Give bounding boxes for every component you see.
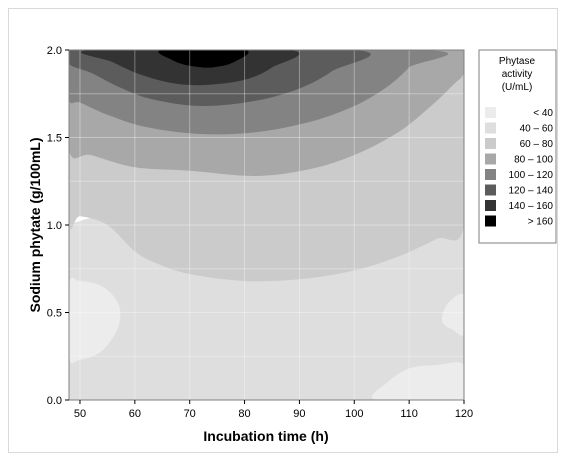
x-tick-label-3: 70 (184, 408, 196, 420)
legend-swatch-8 (485, 215, 496, 227)
legend-swatch-5 (485, 169, 496, 180)
contour-region-9 (81, 50, 300, 86)
contour-region-10 (158, 50, 249, 68)
legend-swatch-7 (485, 200, 496, 211)
y-tick-label-4: 1.5 (47, 133, 62, 145)
legend-label-3: 60 – 80 (520, 139, 554, 150)
legend-title-line-2: activity (502, 69, 533, 80)
y-tick-label-3: 1.0 (47, 220, 62, 232)
legend-label-8: > 160 (528, 217, 554, 228)
x-axis-title: Incubation time (h) (203, 428, 328, 444)
y-tick-label-1: 0.0 (47, 395, 62, 407)
legend-label-1: < 40 (533, 108, 553, 119)
x-tick-label-5: 90 (293, 408, 305, 420)
y-axis: 0.0 0.5 1.0 1.5 2.0 (47, 45, 69, 407)
contour-region-2 (69, 277, 121, 364)
legend-swatch-6 (485, 184, 496, 196)
legend-label-7: 140 – 160 (509, 201, 554, 212)
x-tick-label-1: 50 (74, 408, 86, 420)
legend: Phytase activity (U/mL) < 40 40 – 60 60 – 80 8… (478, 49, 557, 244)
legend-swatch-3 (485, 138, 496, 149)
x-tick-label-4: 80 (238, 408, 250, 420)
x-tick-label-8: 120 (455, 408, 473, 420)
legend-swatch-1 (485, 107, 496, 118)
legend-label-2: 40 – 60 (520, 124, 554, 135)
legend-title-line-1: Phytase (499, 56, 536, 67)
y-tick-label-5: 2.0 (47, 45, 62, 57)
legend-swatch-4 (485, 153, 496, 165)
x-tick-label-7: 110 (400, 408, 418, 420)
y-axis-title: Sodium phytate (g/100mL) (27, 137, 43, 312)
legend-title-line-3: (U/mL) (502, 82, 533, 93)
y-tick-label-2: 0.5 (47, 308, 62, 320)
contour-regions (69, 50, 464, 400)
x-tick-label-2: 60 (129, 408, 141, 420)
x-axis: 50 60 70 80 90 100 110 120 (74, 400, 473, 420)
contour-region-4 (441, 293, 464, 336)
legend-swatch-2 (485, 122, 496, 134)
grid-lines (69, 50, 464, 400)
legend-label-5: 100 – 120 (509, 170, 554, 181)
legend-label-4: 80 – 100 (514, 155, 553, 166)
contour-region-3 (371, 362, 464, 400)
x-tick-label-6: 100 (345, 408, 363, 420)
legend-label-6: 120 – 140 (509, 186, 554, 197)
